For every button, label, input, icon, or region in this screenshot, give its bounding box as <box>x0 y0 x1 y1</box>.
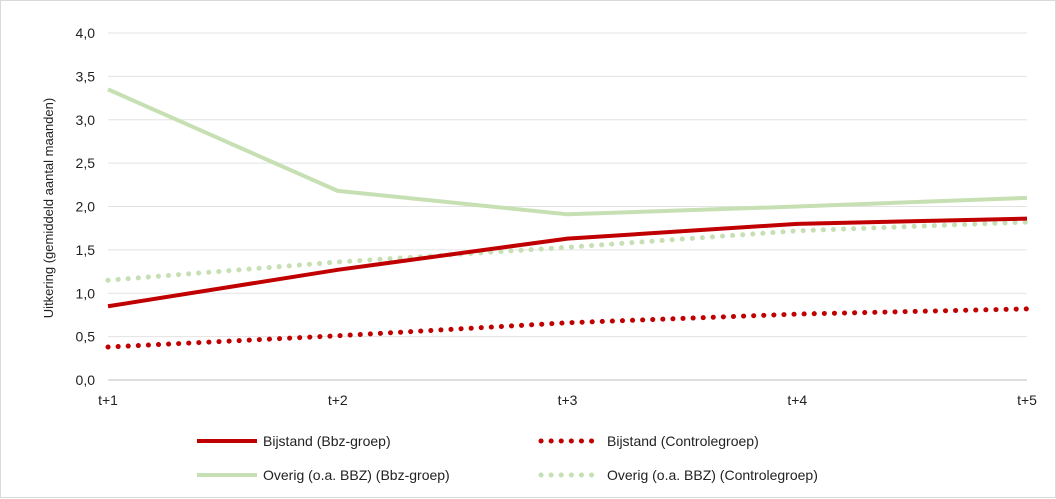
legend: Bijstand (Bbz-groep) Bijstand (Controlegr… <box>197 433 818 483</box>
legend-label-2: Overig (o.a. BBZ) (Bbz-groep) <box>263 467 450 483</box>
y-tick-label: 3,5 <box>76 68 96 84</box>
legend-label-0: Bijstand (Bbz-groep) <box>263 433 391 449</box>
y-tick-label: 2,5 <box>76 155 96 171</box>
series-line-2 <box>107 87 1028 217</box>
y-tick-label: 3,0 <box>76 112 96 128</box>
legend-label-3: Overig (o.a. BBZ) (Controlegroep) <box>607 467 818 483</box>
legend-label-1: Bijstand (Controlegroep) <box>607 433 759 449</box>
y-axis-ticks: 0,0 0,5 1,0 1,5 2,0 2,5 3,0 3,5 4,0 <box>76 25 96 388</box>
y-tick-label: 2,0 <box>76 199 96 215</box>
y-tick-label: 0,0 <box>76 372 96 388</box>
y-tick-label: 1,0 <box>76 285 96 301</box>
series-line-3 <box>105 219 1030 283</box>
x-tick-label: t+4 <box>787 392 807 408</box>
y-tick-label: 4,0 <box>76 25 96 41</box>
gridlines <box>108 32 1027 381</box>
x-tick-label: t+1 <box>98 392 118 408</box>
x-tick-label: t+3 <box>558 392 578 408</box>
x-tick-label: t+2 <box>328 392 348 408</box>
x-axis-ticks: t+1 t+2 t+3 t+4 t+5 <box>98 392 1037 408</box>
y-tick-label: 0,5 <box>76 329 96 345</box>
x-tick-label: t+5 <box>1017 392 1037 408</box>
y-tick-label: 1,5 <box>76 242 96 258</box>
series-lines <box>105 87 1030 350</box>
y-axis-label: Uitkering (gemiddeld aantal maanden) <box>41 98 56 318</box>
series-line-1 <box>105 306 1030 350</box>
series-line-0 <box>107 216 1028 309</box>
